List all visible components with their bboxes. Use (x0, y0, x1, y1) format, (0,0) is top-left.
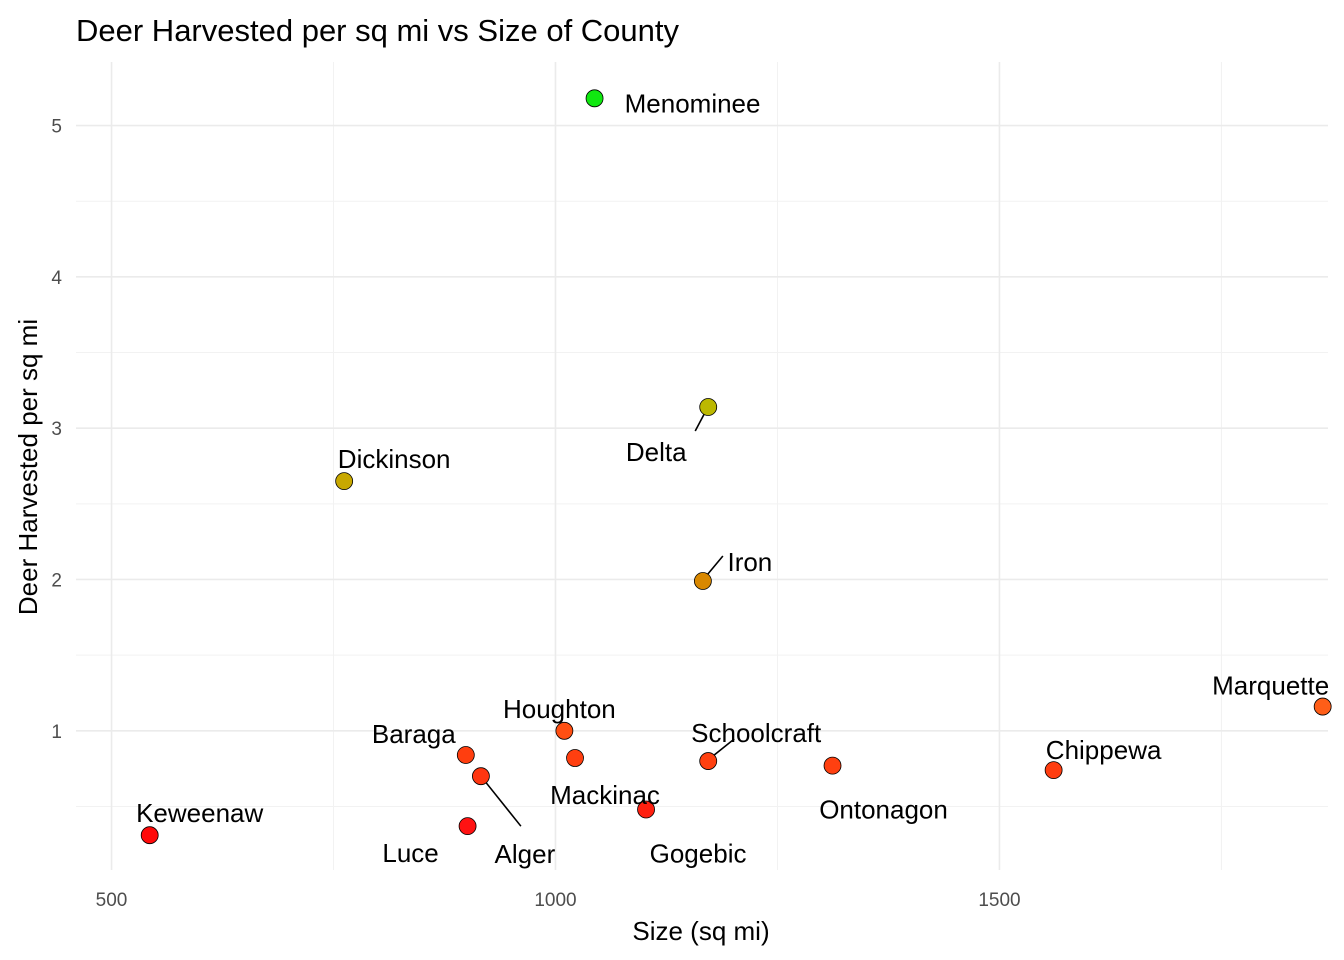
label-dickinson: Dickinson (338, 444, 451, 474)
label-houghton: Houghton (503, 694, 616, 724)
point-alger (472, 767, 490, 786)
y-tick-label: 2 (51, 570, 62, 591)
y-axis-title: Deer Harvested per sq mi (13, 319, 43, 615)
chart-title: Deer Harvested per sq mi vs Size of Coun… (76, 13, 680, 48)
point-ontonagon (823, 756, 842, 775)
x-tick-label: 1000 (534, 890, 576, 911)
x-tick-label: 1500 (978, 890, 1020, 911)
leader-alger (484, 780, 522, 827)
label-alger: Alger (495, 839, 556, 869)
point-delta (699, 398, 718, 416)
label-chippewa: Chippewa (1046, 735, 1162, 765)
leader-delta (694, 413, 705, 432)
label-leaders (484, 413, 735, 827)
point-keweenaw (140, 826, 159, 845)
point-iron (693, 572, 712, 590)
label-menominee: Menominee (625, 88, 761, 118)
y-tick-label: 4 (51, 268, 62, 289)
y-tick-label: 1 (51, 722, 62, 743)
leader-schoolcraft (713, 738, 735, 756)
label-iron: Iron (727, 547, 772, 577)
x-axis-title: Size (sq mi) (632, 916, 769, 946)
y-tick-label: 5 (51, 117, 62, 138)
label-luce: Luce (382, 838, 438, 868)
data-points (140, 89, 1332, 845)
label-mackinac: Mackinac (550, 780, 660, 810)
y-tick-label: 3 (51, 419, 62, 440)
leader-iron (707, 555, 724, 575)
axis-ticks: 500 1000 1500 1 2 3 4 5 (51, 117, 1020, 911)
label-delta: Delta (626, 437, 687, 467)
point-houghton (555, 721, 574, 740)
point-labels: Keweenaw Dickinson Baraga Luce Alger Houghton… (136, 88, 1329, 869)
label-schoolcraft: Schoolcraft (691, 718, 822, 748)
label-marquette: Marquette (1212, 671, 1329, 701)
point-menominee (585, 89, 604, 108)
point-marquette (1313, 697, 1332, 716)
point-baraga (456, 746, 475, 764)
label-baraga: Baraga (372, 719, 456, 749)
label-gogebic: Gogebic (650, 838, 747, 868)
point-dickinson (335, 472, 354, 491)
point-gogebic (637, 800, 655, 819)
label-ontonagon: Ontonagon (819, 795, 948, 825)
label-keweenaw: Keweenaw (136, 798, 263, 828)
point-luce (458, 817, 477, 836)
point-schoolcraft (699, 752, 718, 770)
x-tick-label: 500 (96, 890, 128, 911)
point-mackinac (566, 749, 584, 767)
point-chippewa (1044, 761, 1063, 780)
